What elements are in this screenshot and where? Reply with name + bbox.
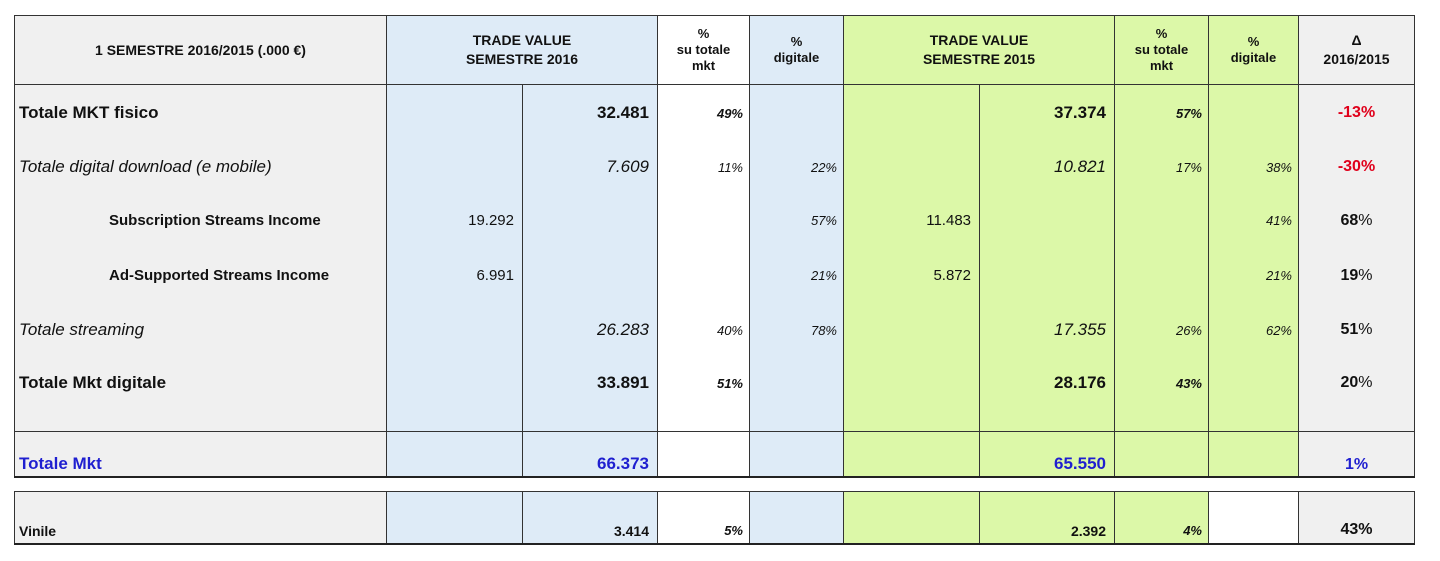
row-label: Ad-Supported Streams Income (14, 248, 387, 303)
trade-value-2016-header: TRADE VALUE SEMESTRE 2016 (386, 15, 658, 85)
sub-value-2016 (386, 141, 523, 193)
pct-total-2015 (1114, 248, 1209, 303)
sub-value-2016 (386, 357, 523, 409)
delta-value: 20% (1298, 357, 1415, 409)
sub-value-2015: 11.483 (843, 193, 980, 248)
vinile-pct-2015: 4% (1114, 491, 1209, 545)
value-2015: 28.176 (979, 357, 1115, 409)
vinile-pct-2016: 5% (657, 491, 750, 545)
pct-digital-2015: 41% (1208, 193, 1299, 248)
pct-total-2016: 51% (657, 357, 750, 409)
vinile-label: Vinile (14, 491, 387, 545)
table-row: Totale MKT fisico 32.481 49% 37.374 57% … (14, 84, 1415, 141)
pct-digital-2015: 38% (1208, 141, 1299, 193)
pct-digital-2016 (749, 84, 844, 141)
pct-digital-2016-header: % digitale (749, 15, 844, 85)
pct-digital-2016: 22% (749, 141, 844, 193)
pct-digital-2015-header: % digitale (1208, 15, 1299, 85)
total-value-2016: 66.373 (522, 431, 658, 478)
vinile-row: Vinile 3.414 5% 2.392 4% 43% (14, 491, 1415, 545)
pct-total-2016 (657, 193, 750, 248)
row-label: Subscription Streams Income (14, 193, 387, 248)
pct-total-2015: 43% (1114, 357, 1209, 409)
sub-value-2015 (843, 357, 980, 409)
sub-value-2016 (386, 303, 523, 357)
value-2015 (979, 248, 1115, 303)
table-row: Subscription Streams Income 19.292 57% 1… (14, 193, 1415, 248)
row-label: Totale streaming (14, 303, 387, 357)
sub-value-2015 (843, 141, 980, 193)
pct-digital-2015: 62% (1208, 303, 1299, 357)
value-2015 (979, 193, 1115, 248)
value-2016: 7.609 (522, 141, 658, 193)
row-label: Totale MKT fisico (14, 84, 387, 141)
pct-total-2015-header: % su totale mkt (1114, 15, 1209, 85)
pct-digital-2016: 57% (749, 193, 844, 248)
pct-total-2016: 40% (657, 303, 750, 357)
pct-total-2016: 11% (657, 141, 750, 193)
sub-value-2015 (843, 84, 980, 141)
table-row: Totale streaming 26.283 40% 78% 17.355 2… (14, 303, 1415, 357)
pct-total-2015 (1114, 193, 1209, 248)
sub-value-2016 (386, 84, 523, 141)
value-2016 (522, 248, 658, 303)
pct-total-2015: 17% (1114, 141, 1209, 193)
pct-digital-2016: 78% (749, 303, 844, 357)
pct-digital-2015 (1208, 84, 1299, 141)
pct-digital-2015: 21% (1208, 248, 1299, 303)
value-2016: 26.283 (522, 303, 658, 357)
table-row: Totale digital download (e mobile) 7.609… (14, 141, 1415, 193)
value-2015: 10.821 (979, 141, 1115, 193)
table-row: Totale Mkt digitale 33.891 51% 28.176 43… (14, 357, 1415, 409)
header-row: 1 SEMESTRE 2016/2015 (.000 €) TRADE VALU… (14, 15, 1415, 85)
pct-total-2016-header: % su totale mkt (657, 15, 750, 85)
delta-header: Δ 2016/2015 (1298, 15, 1415, 85)
vinile-value-2015: 2.392 (979, 491, 1115, 545)
pct-digital-2015 (1208, 357, 1299, 409)
delta-value: -13% (1298, 84, 1415, 141)
sub-value-2016: 19.292 (386, 193, 523, 248)
value-2016 (522, 193, 658, 248)
pct-total-2016 (657, 248, 750, 303)
period-header: 1 SEMESTRE 2016/2015 (.000 €) (14, 15, 387, 85)
sub-value-2015 (843, 303, 980, 357)
vinile-value-2016: 3.414 (522, 491, 658, 545)
sub-value-2016: 6.991 (386, 248, 523, 303)
total-label: Totale Mkt (14, 431, 387, 478)
value-2015: 37.374 (979, 84, 1115, 141)
delta-value: 19% (1298, 248, 1415, 303)
market-table: 1 SEMESTRE 2016/2015 (.000 €) TRADE VALU… (14, 15, 1415, 478)
delta-value: 51% (1298, 303, 1415, 357)
row-label: Totale digital download (e mobile) (14, 141, 387, 193)
pct-total-2015: 26% (1114, 303, 1209, 357)
value-2016: 33.891 (522, 357, 658, 409)
row-label: Totale Mkt digitale (14, 357, 387, 409)
delta-value: 68% (1298, 193, 1415, 248)
pct-digital-2016 (749, 357, 844, 409)
value-2016: 32.481 (522, 84, 658, 141)
spacer-row (14, 409, 1415, 432)
delta-value: -30% (1298, 141, 1415, 193)
table-row: Ad-Supported Streams Income 6.991 21% 5.… (14, 248, 1415, 303)
vinile-delta: 43% (1298, 491, 1415, 545)
total-row: Totale Mkt 66.373 65.550 1% (14, 431, 1415, 478)
trade-value-2015-header: TRADE VALUE SEMESTRE 2015 (843, 15, 1115, 85)
value-2015: 17.355 (979, 303, 1115, 357)
pct-total-2016: 49% (657, 84, 750, 141)
vinile-table: Vinile 3.414 5% 2.392 4% 43% (14, 491, 1415, 545)
pct-digital-2016: 21% (749, 248, 844, 303)
total-value-2015: 65.550 (979, 431, 1115, 478)
total-delta: 1% (1298, 431, 1415, 478)
sub-value-2015: 5.872 (843, 248, 980, 303)
pct-total-2015: 57% (1114, 84, 1209, 141)
